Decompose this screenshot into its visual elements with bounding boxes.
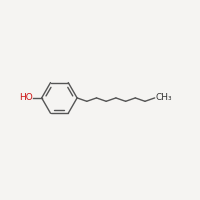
Text: CH₃: CH₃: [155, 93, 172, 102]
Text: HO: HO: [19, 93, 33, 102]
